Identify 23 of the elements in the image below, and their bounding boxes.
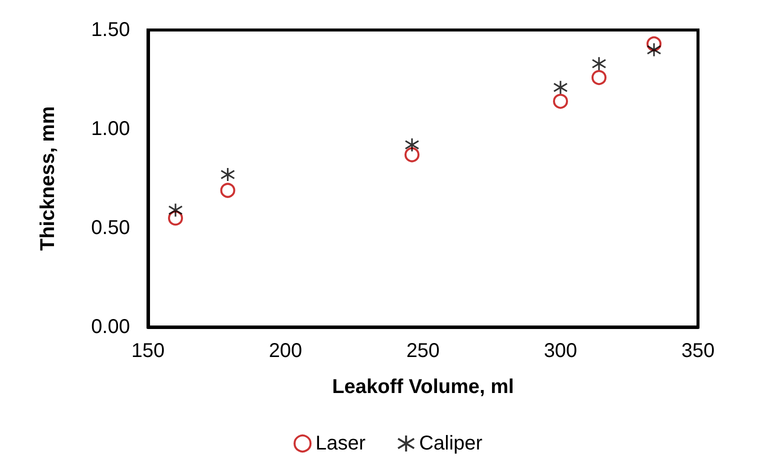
legend-label: Caliper: [419, 432, 483, 454]
x-tick-label: 200: [268, 340, 302, 362]
point: [592, 56, 606, 71]
y-tick-label: 0.00: [91, 316, 130, 338]
y-tick-label: 0.50: [91, 217, 130, 239]
point: [646, 42, 662, 58]
y-tick-label: 1.00: [91, 118, 130, 140]
point: [553, 80, 568, 95]
point: [220, 167, 236, 182]
point: [553, 94, 568, 109]
x-tick-label: 300: [544, 340, 578, 362]
point: [404, 147, 420, 162]
point: [168, 202, 183, 218]
y-tick-label: 1.50: [91, 19, 130, 41]
x-tick-label: 150: [131, 340, 165, 362]
x-axis-title: Leakoff Volume, ml: [332, 376, 514, 398]
x-tick-label: 250: [406, 340, 440, 362]
x-tick-label: 350: [681, 340, 715, 362]
point: [220, 182, 236, 198]
legend-label: Laser: [316, 432, 366, 454]
point: [592, 70, 606, 86]
y-axis-title: Thickness, mm: [37, 106, 59, 251]
point: [404, 138, 420, 152]
